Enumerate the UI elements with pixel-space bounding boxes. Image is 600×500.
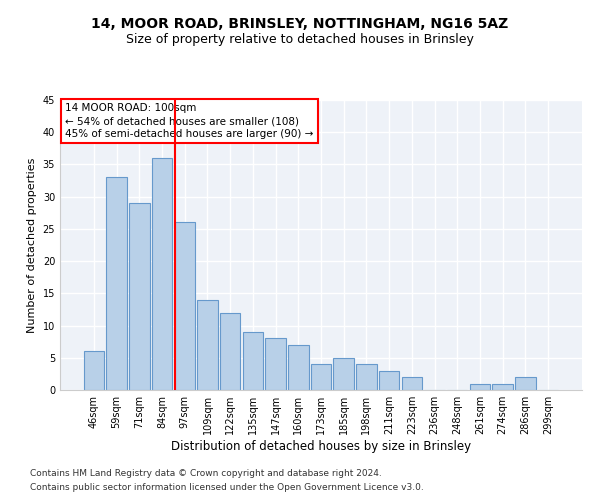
- Bar: [84, 352, 104, 390]
- Bar: [401, 377, 422, 390]
- Bar: [493, 384, 513, 390]
- Bar: [242, 332, 263, 390]
- Bar: [152, 158, 172, 390]
- Bar: [197, 300, 218, 390]
- Bar: [379, 370, 400, 390]
- Text: Size of property relative to detached houses in Brinsley: Size of property relative to detached ho…: [126, 32, 474, 46]
- Bar: [129, 203, 149, 390]
- Bar: [470, 384, 490, 390]
- Text: 14 MOOR ROAD: 100sqm
← 54% of detached houses are smaller (108)
45% of semi-deta: 14 MOOR ROAD: 100sqm ← 54% of detached h…: [65, 103, 314, 140]
- Text: Contains public sector information licensed under the Open Government Licence v3: Contains public sector information licen…: [30, 484, 424, 492]
- Bar: [311, 364, 331, 390]
- Y-axis label: Number of detached properties: Number of detached properties: [27, 158, 37, 332]
- Bar: [334, 358, 354, 390]
- Bar: [288, 345, 308, 390]
- Bar: [515, 377, 536, 390]
- Bar: [356, 364, 377, 390]
- Text: 14, MOOR ROAD, BRINSLEY, NOTTINGHAM, NG16 5AZ: 14, MOOR ROAD, BRINSLEY, NOTTINGHAM, NG1…: [91, 18, 509, 32]
- X-axis label: Distribution of detached houses by size in Brinsley: Distribution of detached houses by size …: [171, 440, 471, 453]
- Bar: [175, 222, 195, 390]
- Bar: [220, 312, 241, 390]
- Text: Contains HM Land Registry data © Crown copyright and database right 2024.: Contains HM Land Registry data © Crown c…: [30, 468, 382, 477]
- Bar: [265, 338, 286, 390]
- Bar: [106, 178, 127, 390]
